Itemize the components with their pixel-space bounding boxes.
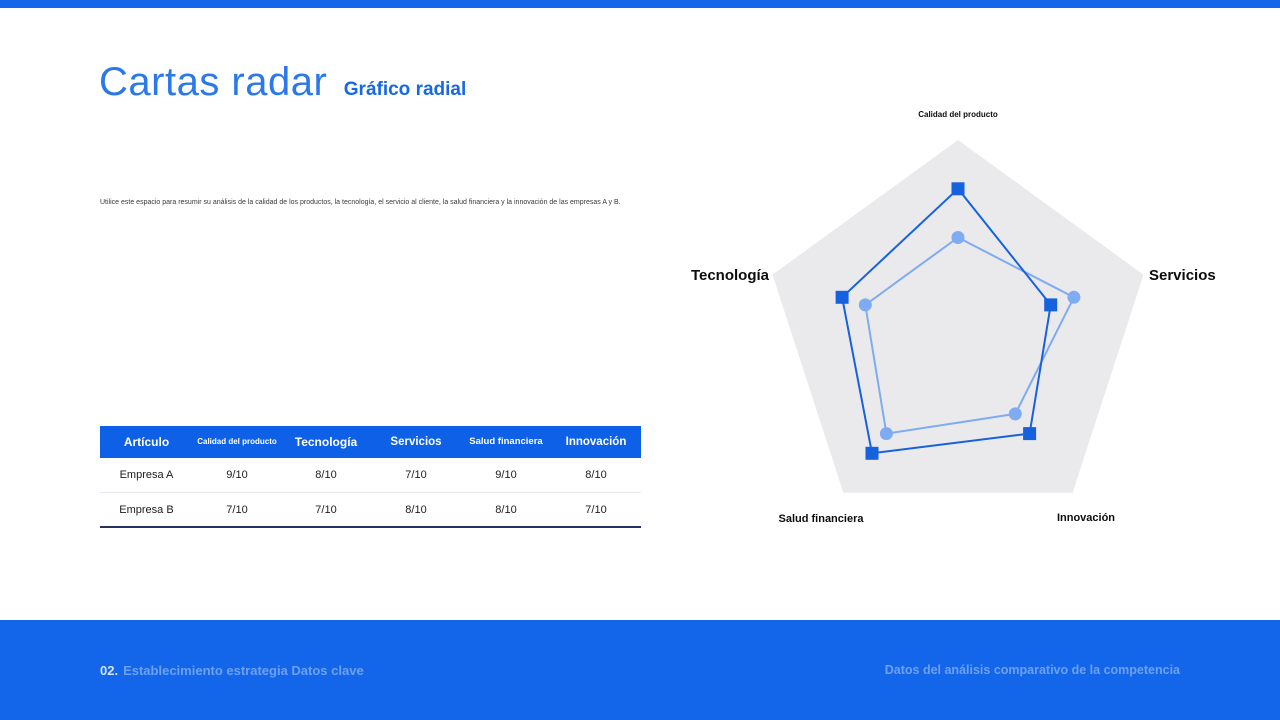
axis-label-servicios: Servicios	[1149, 267, 1216, 284]
footer-bar: 02. Establecimiento estrategia Datos clav…	[0, 620, 1280, 720]
series-line-empresa-a	[841, 187, 1052, 455]
footer-caption: Datos del análisis comparativo de la com…	[884, 663, 1180, 677]
data-point-marker-empresa-b	[858, 298, 872, 312]
cell-value: 7/10	[585, 503, 607, 516]
cell-value: 8/10	[405, 503, 427, 516]
radar-chart	[772, 140, 1144, 493]
row-label: Empresa A	[119, 469, 174, 481]
axis-label-calidad-del-producto: Calidad del producto	[918, 110, 998, 119]
axis-label-tecnologia: Tecnología	[690, 267, 769, 284]
cell-value: 8/10	[315, 469, 337, 481]
radar-background-pentagon	[772, 140, 1144, 493]
axis-label-salud-financiera: Salud financiera	[778, 513, 864, 525]
data-point-marker-empresa-b	[1008, 407, 1022, 421]
column-header-articulo: Artículo	[123, 434, 170, 449]
data-point-marker-empresa-a	[951, 182, 965, 196]
series-line-empresa-b	[864, 236, 1075, 435]
data-point-marker-empresa-a	[835, 290, 849, 304]
title-block: Cartas radar Gráfico radial	[99, 60, 466, 105]
column-header-salud: Salud financiera	[469, 436, 543, 448]
data-point-marker-empresa-b	[879, 427, 893, 441]
row-label: Empresa B	[119, 503, 174, 516]
data-point-marker-empresa-b	[951, 231, 965, 244]
cell-value: 7/10	[315, 503, 337, 516]
column-header-innovacion: Innovación	[565, 435, 627, 448]
cell-value: 8/10	[585, 469, 607, 481]
cell-value: 7/10	[405, 469, 427, 481]
table-row: Empresa A 9/10 8/10 7/10 9/10 8/10	[100, 458, 641, 493]
footer-section-number: 02.	[100, 662, 119, 678]
comparison-table: Artículo Calidad del producto Tecnología…	[100, 426, 641, 528]
cell-value: 8/10	[495, 503, 517, 516]
description-text: Utilice este espacio para resumir su aná…	[100, 199, 621, 206]
data-point-marker-empresa-a	[1044, 298, 1058, 312]
data-point-marker-empresa-a	[865, 446, 879, 460]
axis-label-innovacion: Innovación	[1056, 512, 1116, 524]
column-header-servicios: Servicios	[390, 435, 442, 448]
top-accent-bar	[0, 0, 1280, 8]
page-title: Cartas radar	[99, 60, 328, 104]
cell-value: 9/10	[226, 469, 248, 481]
column-header-calidad: Calidad del producto	[197, 436, 277, 446]
column-header-tecnologia: Tecnología	[294, 434, 358, 449]
cell-value: 7/10	[226, 503, 248, 516]
table-row: Empresa B 7/10 7/10 8/10 8/10 7/10	[100, 493, 641, 528]
table-header-row: Artículo Calidad del producto Tecnología…	[100, 426, 641, 458]
footer-section-title: 02. Establecimiento estrategia Datos clav…	[100, 663, 364, 678]
cell-value: 9/10	[495, 469, 517, 481]
footer-section-text: Establecimiento estrategia Datos clave	[123, 662, 364, 678]
data-point-marker-empresa-a	[1023, 427, 1037, 441]
page-subtitle: Gráfico radial	[343, 79, 467, 100]
data-point-marker-empresa-b	[1067, 290, 1081, 304]
